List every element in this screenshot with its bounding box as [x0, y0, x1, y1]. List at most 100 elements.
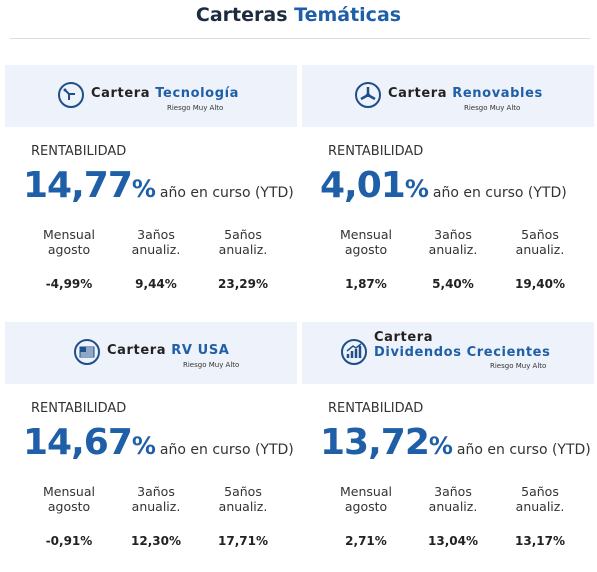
- ytd-value: 14,77: [23, 165, 133, 206]
- name-prefix: Cartera: [107, 343, 167, 358]
- metric-label: 5años anualiz.: [500, 227, 580, 257]
- metric-label-line: agosto: [47, 242, 91, 257]
- card-icon: [58, 82, 84, 108]
- metric-label: 3años anualiz.: [413, 227, 493, 257]
- name-highlight: Dividendos Crecientes: [374, 345, 551, 360]
- metric-label-line: 3años: [434, 484, 472, 499]
- metric-label: Mensual agosto: [326, 484, 406, 514]
- metric-label: 3años anualiz.: [116, 227, 196, 257]
- metric-value: 2,71%: [345, 534, 387, 548]
- metric-label: 5años anualiz.: [203, 484, 283, 514]
- metric-label-line: 3años: [137, 484, 175, 499]
- metric-label: Mensual agosto: [29, 227, 109, 257]
- divider: [10, 38, 590, 39]
- card-header: Cartera Renovables Riesgo Muy Alto: [302, 65, 594, 127]
- page-title: Carteras Temáticas: [0, 4, 597, 26]
- metric-label: Mensual agosto: [326, 227, 406, 257]
- ytd-caption: año en curso (YTD): [432, 185, 567, 201]
- metric-label-line: 3años: [434, 227, 472, 242]
- metric-label: 3años anualiz.: [116, 484, 196, 514]
- metric-label: 5años anualiz.: [203, 227, 283, 257]
- risk-level: Riesgo Muy Alto: [183, 361, 240, 369]
- metric-label-line: anualiz.: [218, 499, 268, 514]
- metric-label-line: 3años: [137, 227, 175, 242]
- metric-value: 23,29%: [218, 277, 268, 291]
- metric-label-line: agosto: [344, 499, 388, 514]
- metric-value: 13,04%: [428, 534, 478, 548]
- ytd-unit: %: [131, 432, 156, 460]
- portfolio-card: Cartera Dividendos Crecientes Riesgo Muy A…: [302, 322, 594, 562]
- ytd-return: 14,67% año en curso (YTD): [23, 422, 294, 463]
- metric-label-line: anualiz.: [515, 499, 565, 514]
- ytd-value: 4,01: [320, 165, 406, 206]
- metric-label-line: Mensual: [43, 227, 95, 242]
- ytd-value: 14,67: [23, 422, 133, 463]
- metric-label-line: agosto: [47, 499, 91, 514]
- name-prefix: Cartera: [374, 330, 434, 345]
- section-label: RENTABILIDAD: [31, 144, 127, 159]
- metric-label-line: anualiz.: [131, 499, 181, 514]
- metric-label-line: 5años: [521, 484, 559, 499]
- card-header: Cartera Tecnología Riesgo Muy Alto: [5, 65, 297, 127]
- metric-label: 3años anualiz.: [413, 484, 493, 514]
- metric-label-line: Mensual: [340, 227, 392, 242]
- metric-value: 5,40%: [432, 277, 474, 291]
- portfolio-card: Cartera RV USA Riesgo Muy Alto RENTABILIDA…: [5, 322, 297, 562]
- metric-label-line: Mensual: [340, 484, 392, 499]
- name-prefix: Cartera: [91, 86, 151, 101]
- card-icon: [74, 339, 100, 365]
- metric-label-line: Mensual: [43, 484, 95, 499]
- portfolio-card: Cartera Renovables Riesgo Muy Alto RENTABI…: [302, 65, 594, 305]
- ytd-unit: %: [131, 175, 156, 203]
- metric-label-line: 5años: [224, 484, 262, 499]
- card-name: Cartera Renovables: [388, 86, 543, 101]
- name-prefix: Cartera: [388, 86, 448, 101]
- card-header: Cartera Dividendos Crecientes Riesgo Muy A…: [302, 322, 594, 384]
- portfolio-card: Cartera Tecnología Riesgo Muy Alto RENTABI…: [5, 65, 297, 305]
- name-highlight: Tecnología: [155, 86, 240, 101]
- metric-label-line: anualiz.: [428, 242, 478, 257]
- metric-label: Mensual agosto: [29, 484, 109, 514]
- metric-value: 12,30%: [131, 534, 181, 548]
- ytd-return: 14,77% año en curso (YTD): [23, 165, 294, 206]
- card-header: Cartera RV USA Riesgo Muy Alto: [5, 322, 297, 384]
- metric-value: -4,99%: [45, 277, 93, 291]
- metric-value: 9,44%: [135, 277, 177, 291]
- ytd-return: 4,01% año en curso (YTD): [320, 165, 567, 206]
- metric-label-line: agosto: [344, 242, 388, 257]
- section-label: RENTABILIDAD: [328, 401, 424, 416]
- card-icon: [341, 339, 367, 365]
- card-name: Cartera Dividendos Crecientes: [374, 330, 550, 360]
- metric-value: 1,87%: [345, 277, 387, 291]
- risk-level: Riesgo Muy Alto: [464, 104, 521, 112]
- card-icon: [355, 82, 381, 108]
- section-label: RENTABILIDAD: [31, 401, 127, 416]
- ytd-caption: año en curso (YTD): [159, 442, 294, 458]
- ytd-caption: año en curso (YTD): [159, 185, 294, 201]
- metric-label-line: anualiz.: [428, 499, 478, 514]
- title-part: Temáticas: [294, 4, 402, 26]
- metric-label-line: anualiz.: [131, 242, 181, 257]
- section-label: RENTABILIDAD: [328, 144, 424, 159]
- metric-label-line: anualiz.: [515, 242, 565, 257]
- metric-label-line: anualiz.: [218, 242, 268, 257]
- card-name: Cartera Tecnología: [91, 86, 239, 101]
- name-highlight: RV USA: [171, 343, 230, 358]
- risk-level: Riesgo Muy Alto: [490, 362, 547, 370]
- metric-value: 19,40%: [515, 277, 565, 291]
- metric-value: -0,91%: [45, 534, 93, 548]
- metric-label-line: 5años: [224, 227, 262, 242]
- ytd-unit: %: [428, 432, 453, 460]
- title-part: Carteras: [195, 4, 288, 26]
- risk-level: Riesgo Muy Alto: [167, 104, 224, 112]
- name-highlight: Renovables: [452, 86, 543, 101]
- ytd-caption: año en curso (YTD): [456, 442, 591, 458]
- ytd-unit: %: [404, 175, 429, 203]
- metric-value: 17,71%: [218, 534, 268, 548]
- metric-value: 13,17%: [515, 534, 565, 548]
- ytd-value: 13,72: [320, 422, 430, 463]
- metric-label: 5años anualiz.: [500, 484, 580, 514]
- ytd-return: 13,72% año en curso (YTD): [320, 422, 591, 463]
- card-name: Cartera RV USA: [107, 343, 229, 358]
